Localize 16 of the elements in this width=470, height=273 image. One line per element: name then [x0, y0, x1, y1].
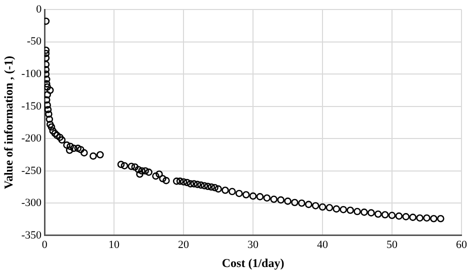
y-tick-label: -100 — [21, 68, 42, 80]
x-tick-label: 30 — [248, 238, 260, 251]
x-tick-label: 20 — [178, 238, 190, 251]
y-tick-label: -300 — [21, 197, 42, 210]
x-tick-label: 10 — [108, 238, 120, 251]
y-tick-label: -350 — [21, 229, 42, 242]
y-tick-label: -50 — [26, 36, 42, 48]
x-tick-label: 40 — [317, 238, 329, 251]
y-tick-label: -200 — [21, 132, 42, 145]
x-tick-label: 60 — [456, 238, 468, 251]
y-axis-title: Value of information , (-1) — [1, 56, 16, 190]
y-tick-label: -150 — [21, 100, 42, 112]
y-tick-label: 0 — [36, 3, 42, 16]
x-axis-title: Cost (1/day) — [222, 256, 284, 270]
x-tick-label: 50 — [386, 238, 398, 251]
y-tick-label: -250 — [21, 164, 42, 177]
